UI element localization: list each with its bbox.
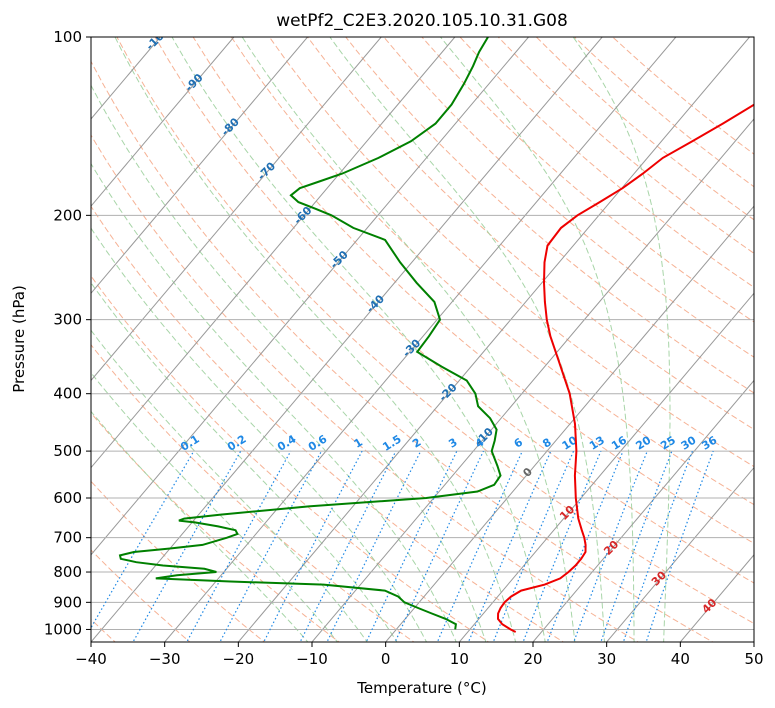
- moist-adiabat: [114, 37, 517, 642]
- isotherm: [606, 466, 754, 642]
- moist-adiabat: [329, 37, 605, 642]
- x-tick-label: 30: [597, 650, 616, 668]
- dry-adiabat: [421, 37, 754, 323]
- isotherm: [91, 37, 308, 295]
- plot-frame: [90, 36, 755, 643]
- isotherms: [91, 37, 754, 642]
- dry-adiabat: [345, 37, 754, 394]
- moist-adiabat: [572, 37, 671, 642]
- y-axis-ticks: 100 200 300 400 500 600 700 800 900 1000: [44, 28, 91, 638]
- y-tick-label: 400: [53, 385, 82, 403]
- x-tick-label: −20: [223, 650, 255, 668]
- y-tick-label: 200: [53, 206, 82, 224]
- isotherm: [458, 292, 754, 642]
- dry-adiabat: [268, 37, 754, 468]
- temperature-line: [496, 103, 754, 633]
- x-axis-title: Temperature (°C): [356, 679, 486, 697]
- y-axis-title: Pressure (hPa): [10, 285, 28, 393]
- y-tick-label: 100: [53, 28, 82, 46]
- isotherm: [311, 118, 754, 642]
- y-tick-label: 600: [53, 489, 82, 507]
- isotherm: [91, 37, 456, 469]
- y-tick-label: 1000: [44, 620, 82, 638]
- x-tick-label: −40: [75, 650, 107, 668]
- chart-title: wetPf2_C2E3.2020.105.10.31.G08: [276, 11, 568, 31]
- mixing-ratio-line: [492, 450, 575, 642]
- mixing-ratio-line: [91, 450, 195, 629]
- x-tick-label: −10: [296, 650, 328, 668]
- dry-adiabat: [154, 37, 754, 584]
- x-tick-label: 20: [523, 650, 542, 668]
- y-tick-label: 300: [53, 311, 82, 329]
- moist-adiabat: [241, 37, 576, 642]
- moist-adiabat: [91, 329, 368, 642]
- mixing-ratio-line: [219, 450, 323, 642]
- x-axis-ticks: −40 −30 −20 −10 0 10 20 30 40 50: [75, 642, 764, 668]
- x-tick-label: 0: [381, 650, 391, 668]
- isotherm: [91, 37, 235, 207]
- isotherm: [164, 37, 677, 642]
- mixing-ratio-line: [365, 450, 458, 642]
- mixing-ratio-line: [622, 450, 693, 642]
- mixing-ratio-line: [522, 450, 602, 642]
- moist-adiabat: [440, 37, 635, 642]
- y-tick-label: 900: [53, 593, 82, 611]
- y-tick-label: 500: [53, 442, 82, 460]
- dry-adiabat: [192, 37, 754, 544]
- isotherm: [385, 205, 754, 642]
- mixing-ratio-line: [600, 450, 673, 642]
- dry-adiabat: [91, 344, 415, 642]
- y-tick-label: 800: [53, 563, 82, 581]
- moist-adiabat: [91, 84, 487, 642]
- x-tick-label: 10: [450, 650, 469, 668]
- isotherm: [91, 37, 382, 382]
- mixing-ratio-line: [394, 450, 485, 642]
- mixing-ratio-line: [573, 450, 648, 642]
- dry-adiabat: [459, 37, 754, 288]
- dry-adiabat: [230, 37, 754, 506]
- x-tick-label: −30: [149, 650, 181, 668]
- mixing-ratio-line: [263, 450, 363, 642]
- isotherm: [91, 37, 603, 642]
- isotherm: [237, 37, 750, 642]
- dewpoint-line: [118, 37, 502, 630]
- x-tick-label: 40: [671, 650, 690, 668]
- mixing-ratio-line: [645, 450, 714, 642]
- y-tick-label: 700: [53, 529, 82, 547]
- isotherm: [532, 379, 754, 642]
- plot-area: 0.1 0.2 0.4 0.6 1 1.5 2 3 4 6 8 10 13 16 20 25 30 36-100-…: [91, 37, 754, 642]
- mixing-ratio-lines: [91, 450, 714, 642]
- moist-adiabat: [171, 37, 546, 642]
- isotherm: [91, 37, 529, 556]
- x-tick-label: 50: [744, 650, 763, 668]
- dry-adiabat: [91, 134, 639, 642]
